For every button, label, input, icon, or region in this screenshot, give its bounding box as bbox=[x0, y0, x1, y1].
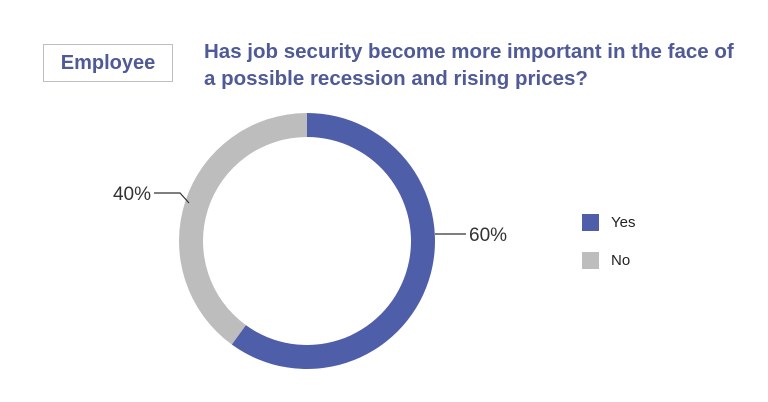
legend-label-no: No bbox=[611, 251, 631, 269]
legend-item-yes: Yes bbox=[582, 212, 635, 232]
data-label-yes: 60% bbox=[469, 225, 507, 246]
donut-slice-yes bbox=[231, 113, 436, 369]
employee-tag: Employee bbox=[43, 44, 173, 82]
legend-swatch-yes bbox=[582, 213, 599, 231]
legend-swatch-no bbox=[582, 251, 599, 269]
leader-line-no bbox=[154, 192, 190, 204]
chart-title: Has job security become more important i… bbox=[204, 40, 734, 90]
data-label-no: 40% bbox=[113, 184, 151, 205]
legend-item-no: No bbox=[582, 250, 635, 270]
legend: Yes No bbox=[582, 212, 635, 288]
legend-label-yes: Yes bbox=[611, 213, 636, 231]
donut-slice-no bbox=[179, 113, 307, 345]
